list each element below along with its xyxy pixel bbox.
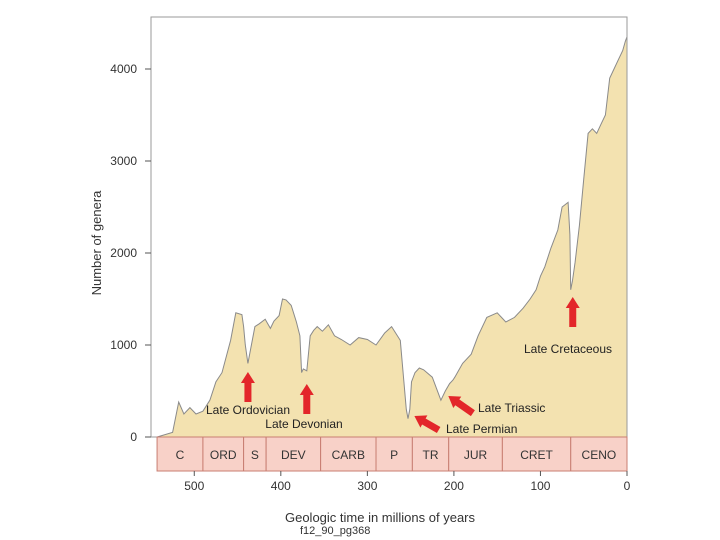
x-tick-label: 0: [624, 479, 631, 493]
y-tick-label: 0: [130, 430, 137, 444]
period-strip: C ORD S DEV CARB P TR JUR CRET CENO: [156, 436, 628, 472]
late-ordovician-arrow: [240, 372, 255, 402]
x-tick-label: 200: [444, 479, 464, 493]
x-tick-label: 500: [184, 479, 204, 493]
late-devonian-label: Late Devonian: [265, 417, 342, 431]
y-tick-label: 4000: [110, 62, 137, 76]
late-permian-label: Late Permian: [446, 422, 517, 436]
period-label: DEV: [281, 448, 306, 462]
period-label: TR: [423, 448, 439, 462]
period-label: P: [390, 448, 398, 462]
figure-caption: f12_90_pg368: [300, 525, 371, 537]
genera-area: [157, 36, 627, 438]
period-box: [156, 436, 204, 472]
late-triassic-label: Late Triassic: [478, 401, 545, 415]
late-ordovician-label: Late Ordovician: [206, 403, 290, 417]
late-cretaceous-arrow: [565, 297, 580, 327]
y-tick-label: 3000: [110, 154, 137, 168]
period-label: CENO: [582, 448, 617, 462]
y-tick-label: 1000: [110, 338, 137, 352]
x-tick-label: 400: [271, 479, 291, 493]
x-tick-label: 100: [530, 479, 550, 493]
x-tick-label: 300: [357, 479, 377, 493]
genera-outline: [156, 36, 628, 438]
plot-area: [156, 36, 628, 438]
y-axis: 0 1000 2000 3000 4000: [110, 62, 151, 444]
period-label: CARB: [332, 448, 365, 462]
period-label: JUR: [464, 448, 488, 462]
late-cretaceous-label: Late Cretaceous: [524, 342, 612, 356]
x-axis: 500 400 300 200 100 0: [184, 471, 631, 493]
period-box: [501, 436, 572, 472]
y-tick-label: 2000: [110, 246, 137, 260]
period-label: C: [176, 448, 185, 462]
period-label: ORD: [210, 448, 237, 462]
period-label: S: [251, 448, 259, 462]
late-devonian-arrow: [299, 384, 314, 414]
x-axis-title: Geologic time in millions of years: [285, 510, 476, 525]
period-label: CRET: [520, 448, 553, 462]
late-triassic-arrow: [448, 396, 475, 417]
y-axis-title: Number of genera: [89, 190, 104, 296]
late-permian-arrow: [414, 415, 441, 433]
period-box: [570, 436, 628, 472]
